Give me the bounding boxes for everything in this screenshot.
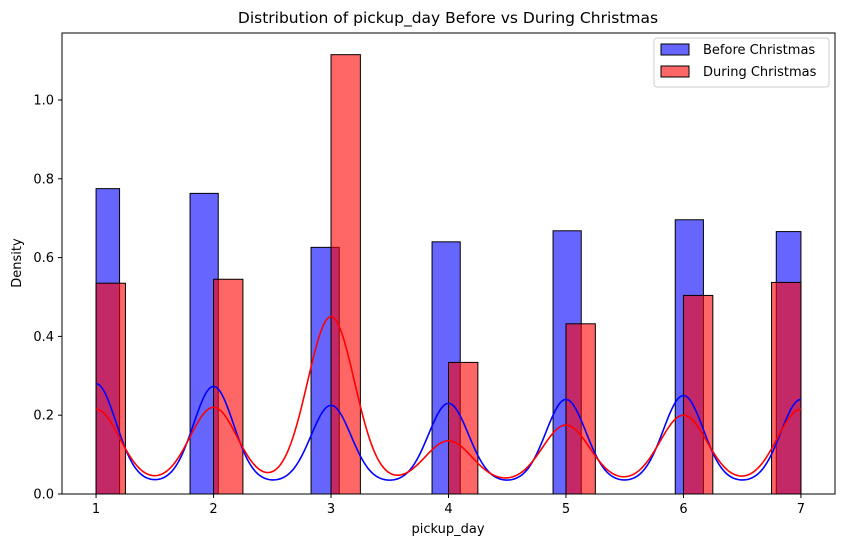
x-tick-label: 5 <box>562 502 570 517</box>
kde-layer <box>95 315 802 481</box>
x-tick-label: 2 <box>209 502 217 517</box>
y-tick-label: 0.2 <box>33 409 54 424</box>
y-axis-label: Density <box>10 238 25 288</box>
legend-swatch-before <box>660 43 690 56</box>
legend: Before Christmas During Christmas <box>653 37 830 88</box>
y-tick-label: 1.0 <box>33 93 54 108</box>
x-tick-label: 1 <box>92 502 100 517</box>
bar-during-2 <box>213 278 244 495</box>
y-axis: 0.0 0.2 0.4 0.6 0.8 1.0 <box>33 93 62 503</box>
kde-line-before <box>95 382 802 481</box>
legend-swatch-during <box>660 65 690 78</box>
bar-during-7 <box>771 281 802 495</box>
y-tick-label: 0.0 <box>33 488 54 503</box>
x-tick-label: 6 <box>679 502 687 517</box>
chart-title: Distribution of pickup_day Before vs Dur… <box>238 9 658 28</box>
x-axis-label: pickup_day <box>411 522 484 537</box>
x-axis: 1 2 3 4 5 6 7 <box>92 494 805 517</box>
x-tick-label: 7 <box>797 502 805 517</box>
legend-label-before: Before Christmas <box>703 43 815 58</box>
y-tick-label: 0.4 <box>33 330 54 345</box>
legend-box <box>653 37 830 88</box>
x-tick-label: 3 <box>327 502 335 517</box>
y-tick-label: 0.6 <box>33 251 54 266</box>
bar-during-5 <box>565 323 596 495</box>
bar-during-3 <box>330 54 361 495</box>
bars-layer <box>95 54 802 495</box>
bar-during-1 <box>95 282 126 495</box>
kde-line-during <box>96 315 801 479</box>
legend-label-during: During Christmas <box>703 65 817 80</box>
bar-during-4 <box>448 361 479 495</box>
x-tick-label: 4 <box>444 502 452 517</box>
bar-during-6 <box>682 294 714 495</box>
y-tick-label: 0.8 <box>33 172 54 187</box>
